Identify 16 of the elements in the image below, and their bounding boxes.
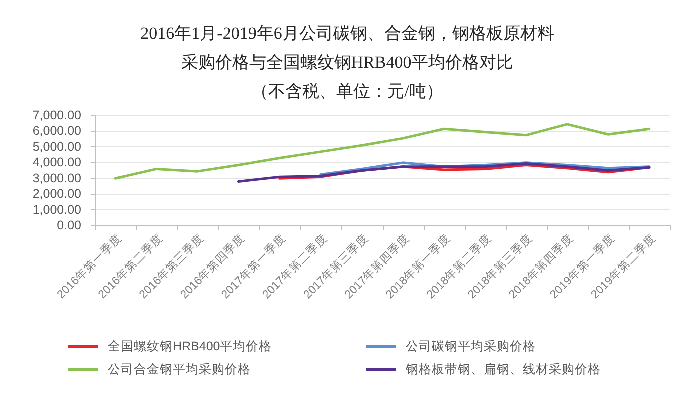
line-series (114, 123, 651, 180)
y-tick-label: 0.00 (57, 218, 82, 232)
legend-label: 钢格板带钢、扁钢、线材采购价格 (405, 362, 601, 376)
y-tick-label: 5,000.00 (32, 140, 82, 154)
y-tick-label: 4,000.00 (32, 156, 82, 170)
legend-label: 全国螺纹钢HRB400平均价格 (108, 340, 272, 354)
y-tick-label: 3,000.00 (32, 171, 82, 186)
y-tick-label: 7,000.00 (32, 108, 82, 122)
y-tick-label: 1,000.00 (32, 202, 82, 217)
legend-label: 公司合金钢平均采购价格 (108, 362, 251, 376)
legend-label: 公司碳钢平均采购价格 (406, 340, 536, 354)
chart-title: 2016年1月-2019年6月公司碳钢、合金钢，钢格板原材料采购价格与全国螺纹钢HRB400平均价格对比 (140, 24, 554, 72)
y-tick-label: 2,000.00 (32, 187, 82, 202)
y-tick-label: 6,000.00 (32, 124, 82, 138)
line-series (238, 162, 651, 184)
chart-subtitle: （不含税、单位：元/吨） (252, 82, 444, 101)
